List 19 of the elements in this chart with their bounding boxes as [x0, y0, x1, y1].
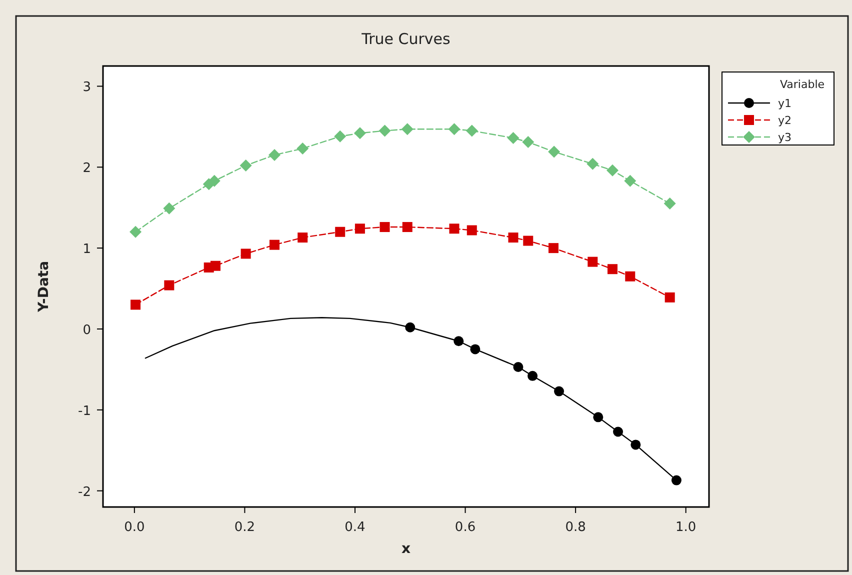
legend-label: y1: [778, 97, 792, 110]
x-tick-label: 0.6: [454, 520, 476, 535]
x-tick-label: 0.2: [234, 520, 256, 535]
x-tick-label: 0.4: [344, 520, 366, 535]
x-tick-label: 1.0: [675, 520, 696, 535]
x-tick-label: 0.8: [565, 520, 586, 535]
x-axis-title: x: [401, 541, 411, 557]
y-tick-label: 2: [82, 161, 91, 176]
legend-label: y3: [778, 131, 792, 144]
y-tick-label: 0: [82, 322, 91, 338]
y-tick-label: 3: [82, 80, 91, 96]
y-tick-label: -2: [78, 484, 91, 500]
y-tick-label: -1: [78, 404, 91, 419]
legend-label: y2: [778, 114, 792, 127]
legend-title: Variable: [780, 78, 825, 91]
x-tick-label: 0.0: [124, 520, 145, 535]
chart-title: True Curves: [360, 30, 451, 48]
y-tick-label: 1: [82, 242, 91, 258]
y-axis-title: Y-Data: [36, 260, 52, 314]
